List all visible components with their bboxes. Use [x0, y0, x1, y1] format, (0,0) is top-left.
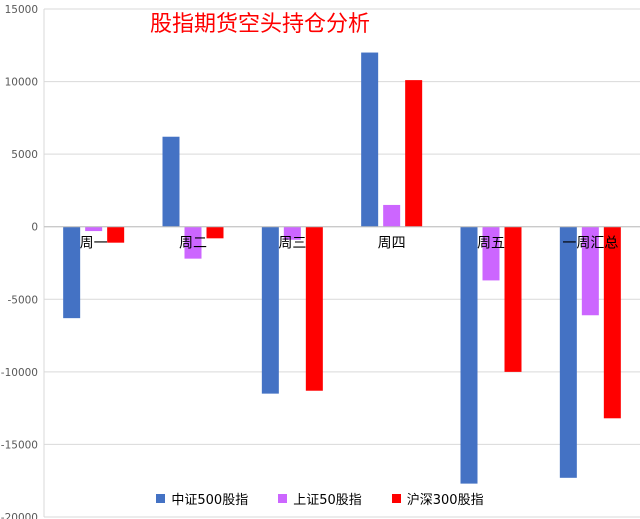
- legend-item: 中证500股指: [156, 489, 248, 508]
- y-tick-label: 15000: [5, 4, 38, 16]
- x-tick-label: 一周汇总: [562, 236, 618, 252]
- legend-swatch-sse50: [278, 494, 288, 503]
- bar: [63, 226, 81, 319]
- y-tick-label: -10000: [1, 367, 38, 379]
- y-tick-label: 5000: [11, 149, 38, 161]
- x-tick-label: 周五: [477, 236, 505, 252]
- bar: [107, 226, 125, 243]
- legend: 中证500股指 上证50股指 沪深300股指: [0, 489, 640, 508]
- bar: [85, 226, 103, 232]
- legend-label-csi300: 沪深300股指: [406, 493, 484, 508]
- bar: [482, 226, 500, 281]
- bar: [460, 226, 478, 484]
- x-tick-label: 周一: [80, 236, 108, 252]
- y-tick-label: -15000: [1, 439, 38, 451]
- bar: [261, 226, 279, 394]
- bar: [184, 226, 202, 259]
- legend-item: 沪深300股指: [391, 489, 484, 508]
- x-tick-label: 周四: [378, 236, 406, 252]
- legend-item: 上证50股指: [278, 489, 362, 508]
- x-tick-label: 周二: [179, 236, 207, 252]
- legend-swatch-csi500: [156, 494, 166, 503]
- x-tick-label: 周三: [278, 236, 306, 252]
- bar: [162, 136, 180, 227]
- bar: [405, 80, 423, 227]
- bar: [283, 226, 301, 240]
- y-tick-label: -5000: [7, 294, 38, 306]
- chart-title: 股指期货空头持仓分析: [150, 12, 371, 37]
- bar: [361, 52, 379, 227]
- legend-label-csi500: 中证500股指: [171, 493, 249, 508]
- y-tick-label: -20000: [1, 512, 38, 519]
- bar: [504, 226, 522, 372]
- bar: [206, 226, 224, 239]
- bar: [383, 204, 401, 227]
- bar: [581, 226, 599, 316]
- legend-label-sse50: 上证50股指: [293, 493, 362, 508]
- bar: [603, 226, 621, 419]
- legend-swatch-csi300: [391, 494, 401, 503]
- bar: [305, 226, 323, 391]
- y-tick-label: 10000: [5, 77, 38, 89]
- bar: [559, 226, 577, 478]
- y-tick-label: 0: [31, 222, 38, 234]
